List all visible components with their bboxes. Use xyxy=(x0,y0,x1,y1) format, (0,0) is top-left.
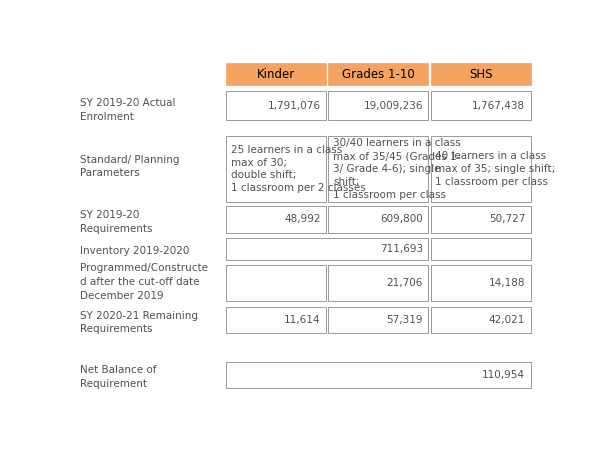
FancyBboxPatch shape xyxy=(226,63,326,85)
FancyBboxPatch shape xyxy=(226,91,326,120)
Text: 30/40 learners in a class
max of 35/45 (Grades 1-
3/ Grade 4-6); single
shift;
1: 30/40 learners in a class max of 35/45 (… xyxy=(333,139,461,200)
FancyBboxPatch shape xyxy=(226,362,531,388)
FancyBboxPatch shape xyxy=(431,91,531,120)
FancyBboxPatch shape xyxy=(328,265,428,301)
Text: 40 learners in a class
max of 35; single shift;
1 classroom per class: 40 learners in a class max of 35; single… xyxy=(436,151,556,187)
Text: 50,727: 50,727 xyxy=(489,214,525,224)
Text: Grades 1-10: Grades 1-10 xyxy=(342,67,415,81)
Text: Kinder: Kinder xyxy=(257,67,295,81)
FancyBboxPatch shape xyxy=(328,307,428,333)
Text: 1,791,076: 1,791,076 xyxy=(268,101,320,111)
FancyBboxPatch shape xyxy=(431,63,531,85)
Text: 21,706: 21,706 xyxy=(386,278,423,288)
FancyBboxPatch shape xyxy=(431,136,531,202)
FancyBboxPatch shape xyxy=(431,265,531,301)
FancyBboxPatch shape xyxy=(226,265,326,301)
Text: 609,800: 609,800 xyxy=(380,214,423,224)
FancyBboxPatch shape xyxy=(226,207,326,233)
FancyBboxPatch shape xyxy=(328,136,428,202)
FancyBboxPatch shape xyxy=(431,307,531,333)
Text: SHS: SHS xyxy=(469,67,493,81)
Text: 110,954: 110,954 xyxy=(482,370,525,380)
Text: 25 learners in a class
max of 30;
double shift;
1 classroom per 2 classes: 25 learners in a class max of 30; double… xyxy=(231,145,365,193)
FancyBboxPatch shape xyxy=(431,238,531,260)
Text: Net Balance of
Requirement: Net Balance of Requirement xyxy=(80,365,156,388)
FancyBboxPatch shape xyxy=(328,63,428,85)
FancyBboxPatch shape xyxy=(328,207,428,233)
Text: Inventory 2019-2020: Inventory 2019-2020 xyxy=(80,246,189,256)
Text: 42,021: 42,021 xyxy=(489,315,525,325)
Text: SY 2019-20
Requirements: SY 2019-20 Requirements xyxy=(80,211,152,234)
Text: SY 2019-20 Actual
Enrolment: SY 2019-20 Actual Enrolment xyxy=(80,98,175,122)
Text: 1,767,438: 1,767,438 xyxy=(472,101,525,111)
FancyBboxPatch shape xyxy=(226,238,428,260)
Text: 57,319: 57,319 xyxy=(386,315,423,325)
FancyBboxPatch shape xyxy=(431,207,531,233)
Text: 19,009,236: 19,009,236 xyxy=(364,101,423,111)
Text: Standard/ Planning
Parameters: Standard/ Planning Parameters xyxy=(80,155,179,178)
Text: 48,992: 48,992 xyxy=(284,214,320,224)
FancyBboxPatch shape xyxy=(226,307,326,333)
Text: 711,693: 711,693 xyxy=(380,244,423,254)
FancyBboxPatch shape xyxy=(328,91,428,120)
FancyBboxPatch shape xyxy=(226,136,326,202)
Text: 14,188: 14,188 xyxy=(488,278,525,288)
Text: SY 2020-21 Remaining
Requirements: SY 2020-21 Remaining Requirements xyxy=(80,311,197,335)
Text: Programmed/Constructe
d after the cut-off date
December 2019: Programmed/Constructe d after the cut-of… xyxy=(80,263,208,301)
Text: 11,614: 11,614 xyxy=(284,315,320,325)
